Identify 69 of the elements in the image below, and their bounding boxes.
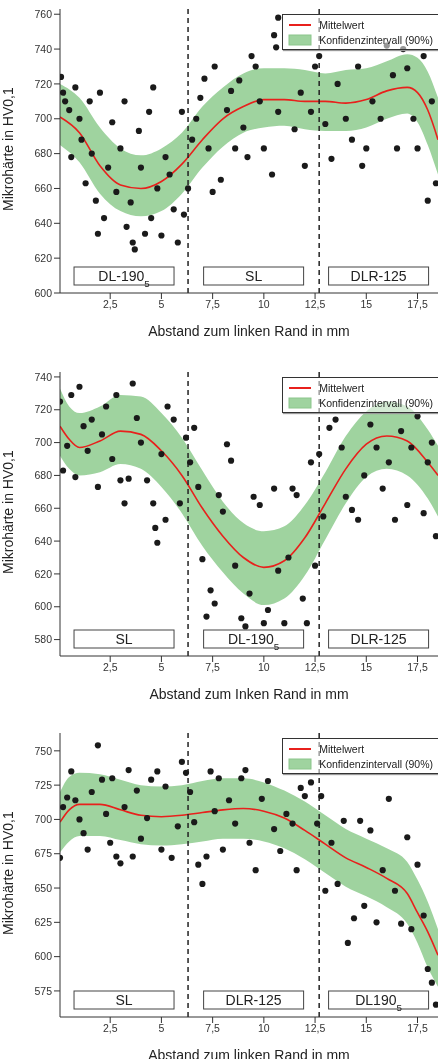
x-tick-label: 7,5 [205, 1022, 221, 1035]
annotation: SL [115, 631, 133, 647]
x-tick-label: 5 [158, 298, 165, 311]
annotation: DL-190$_{5}$ [227, 631, 280, 652]
y-tick-label: 640 [34, 217, 53, 230]
annotation: DLR-125 [350, 631, 407, 647]
y-tick-label: 620 [34, 567, 53, 580]
annotation: SL [115, 992, 133, 1008]
x-tick-label: 10 [258, 661, 270, 674]
x-tick-label: 17,5 [407, 1022, 428, 1035]
y-tick-label: 740 [34, 370, 53, 383]
annotation: Konfidenzintervall (90%) [319, 396, 433, 409]
x-tick-label: 5 [158, 661, 165, 674]
y-tick-label: 640 [34, 534, 53, 547]
annotation: Konfidenzintervall (90%) [319, 757, 433, 770]
y-tick-label: 660 [34, 501, 53, 514]
y-tick-label: 720 [34, 77, 53, 90]
y-tick-label: 750 [34, 744, 53, 757]
annotation: DL190$_{5}$ [355, 992, 403, 1013]
x-tick-label: 10 [258, 1022, 270, 1035]
x-tick-label: 15 [360, 298, 373, 311]
y-tick-label: 625 [34, 916, 53, 929]
legend-label: Mittelwert [319, 18, 365, 31]
y-tick-label: 600 [34, 600, 53, 613]
annotation: Konfidenzintervall (90%) [319, 33, 433, 46]
x-axis-title: Abstand zum Inken Rand in mm [149, 686, 349, 702]
y-tick-label: 740 [34, 42, 53, 55]
y-tick-label: 760 [34, 7, 53, 20]
y-tick-label: 725 [34, 778, 53, 791]
x-tick-label: 15 [360, 1022, 373, 1035]
legend-label: Mittelwert [319, 381, 365, 394]
x-tick-label: 2,5 [102, 1022, 118, 1035]
y-tick-label: 680 [34, 469, 53, 482]
x-tick-label: 12,5 [304, 298, 326, 311]
legend-label: Mittelwert [319, 742, 365, 755]
y-tick-label: 680 [34, 147, 53, 160]
x-tick-label: 2,5 [102, 298, 118, 311]
y-tick-label: 620 [34, 251, 53, 264]
y-tick-label: 700 [34, 112, 53, 125]
x-tick-label: 17,5 [407, 661, 428, 674]
y-axis-title: Mikrohärte in HV0,1 [0, 87, 16, 211]
line-series [60, 425, 438, 569]
x-tick-label: 17,5 [407, 298, 428, 311]
annotation: DLR-125 [225, 992, 282, 1008]
y-tick-label: 600 [34, 950, 53, 963]
y-tick-label: 720 [34, 403, 53, 416]
y-tick-label: 575 [34, 984, 53, 997]
y-axis-title: Mikrohärte in HV0,1 [0, 811, 16, 935]
y-tick-label: 700 [34, 813, 53, 826]
y-tick-label: 700 [34, 436, 53, 449]
y-tick-label: 675 [34, 847, 53, 860]
x-tick-label: 12,5 [304, 661, 326, 674]
x-axis-title: Abstand zum linken Rand in mm [148, 323, 350, 339]
x-tick-label: 7,5 [205, 298, 221, 311]
y-tick-label: 660 [34, 182, 53, 195]
y-tick-label: 650 [34, 881, 53, 894]
x-tick-label: 5 [158, 1022, 165, 1035]
x-tick-label: 15 [360, 661, 373, 674]
x-tick-label: 2,5 [102, 661, 118, 674]
y-tick-label: 600 [34, 286, 53, 299]
line-series [60, 86, 438, 190]
x-tick-label: 12,5 [304, 1022, 326, 1035]
x-tick-label: 7,5 [205, 661, 221, 674]
y-axis-title: Mikrohärte in HV0,1 [0, 450, 16, 574]
annotation: DLR-125 [350, 268, 407, 284]
y-tick-label: 580 [34, 633, 53, 646]
x-tick-label: 10 [258, 298, 270, 311]
annotation: DL-190$_{5}$ [98, 268, 151, 289]
annotation: SL [245, 268, 263, 284]
